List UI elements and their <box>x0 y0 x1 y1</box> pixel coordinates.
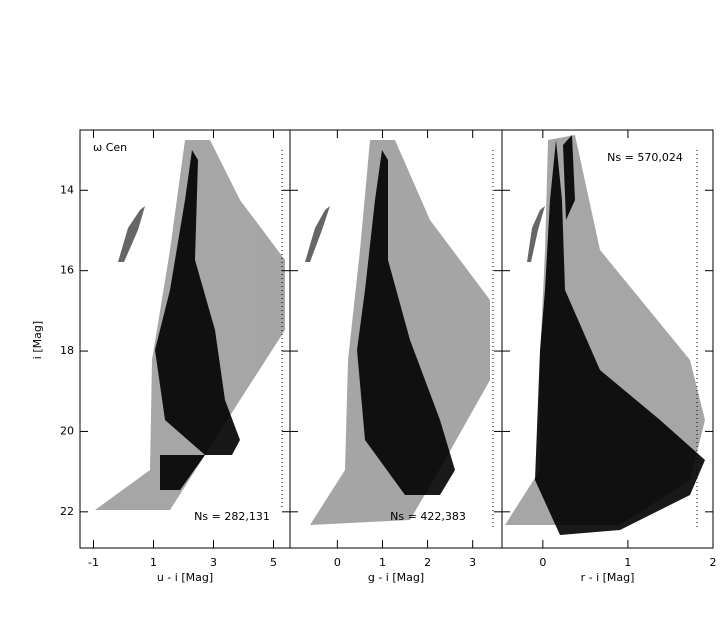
star-count: Ns = 282,131 <box>194 510 270 523</box>
x-tick-label: 1 <box>379 556 386 569</box>
y-tick-label: 20 <box>60 424 74 437</box>
x-tick-label: 0 <box>539 556 546 569</box>
y-tick-label: 16 <box>60 264 74 277</box>
y-tick-label: 14 <box>60 183 74 196</box>
star-count: Ns = 570,024 <box>607 151 683 164</box>
x-tick-label: -1 <box>88 556 99 569</box>
x-tick-label: 5 <box>270 556 277 569</box>
x-tick-label: 3 <box>210 556 217 569</box>
annotation: ω Cen <box>93 141 127 154</box>
y-tick-label: 18 <box>60 344 74 357</box>
star-clouds <box>95 135 705 535</box>
x-axis-label: r - i [Mag] <box>581 571 635 584</box>
x-tick-label: 2 <box>710 556 717 569</box>
x-tick-label: 0 <box>334 556 341 569</box>
x-axis-label: u - i [Mag] <box>157 571 213 584</box>
x-axis-label: g - i [Mag] <box>368 571 424 584</box>
x-tick-label: 1 <box>624 556 631 569</box>
error-bars <box>281 150 698 530</box>
x-tick-label: 1 <box>150 556 157 569</box>
star-count: Ns = 422,383 <box>390 510 466 523</box>
y-tick-label: 22 <box>60 505 74 518</box>
x-tick-label: 2 <box>424 556 431 569</box>
y-axis-label: i [Mag] <box>31 321 44 359</box>
panel-frame <box>501 129 714 549</box>
x-tick-label: 3 <box>469 556 476 569</box>
